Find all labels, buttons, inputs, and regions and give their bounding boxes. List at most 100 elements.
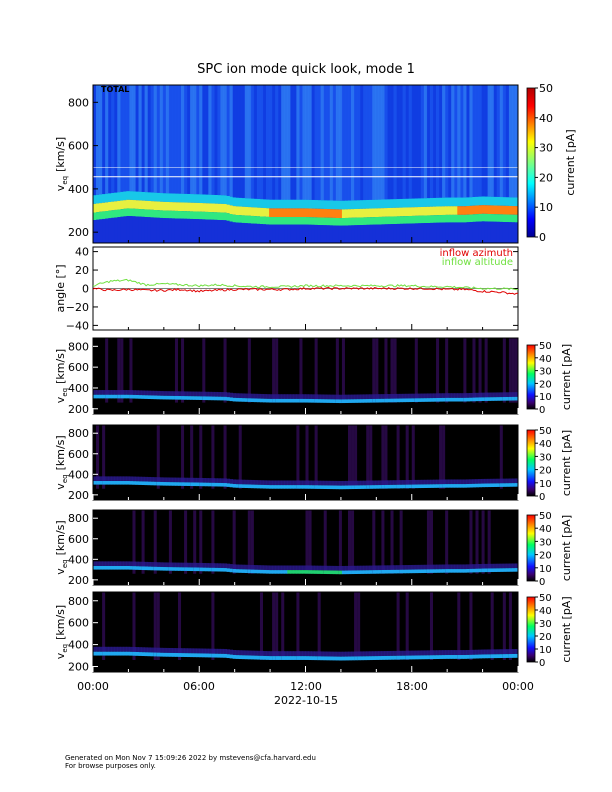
beam-core — [123, 651, 127, 656]
beam-halo — [263, 394, 267, 399]
beam-underside — [287, 224, 291, 243]
beam-core — [299, 656, 303, 660]
beam-core — [448, 397, 452, 402]
background-streak — [266, 85, 270, 200]
beam-core — [147, 395, 152, 399]
beam-core — [469, 483, 473, 488]
beam-core — [266, 485, 270, 489]
background-streak — [123, 85, 127, 192]
beam-halo — [144, 192, 149, 201]
background-streak — [317, 592, 321, 660]
beam-core — [162, 395, 167, 400]
beam-underside — [129, 216, 133, 243]
beam-lower — [451, 214, 455, 223]
background-streak — [299, 338, 303, 403]
beam-core — [466, 397, 470, 402]
background-streak — [514, 85, 519, 198]
beam-core — [457, 484, 461, 488]
beam-core — [384, 655, 388, 660]
beam-halo — [502, 649, 507, 655]
beam-halo — [481, 392, 486, 398]
beam-halo — [369, 199, 373, 209]
beam-lower — [272, 217, 276, 225]
beam-underside — [238, 222, 243, 243]
beam-core — [323, 656, 328, 661]
beam-halo — [117, 476, 121, 481]
background-streak — [484, 338, 488, 403]
beam-core — [244, 569, 249, 574]
beam-core — [442, 206, 446, 215]
background-streak — [181, 85, 185, 194]
beam-halo — [311, 651, 316, 657]
beam-halo — [348, 565, 352, 571]
beam-core — [141, 652, 146, 657]
beam-underside — [448, 222, 452, 243]
beam-halo — [308, 394, 312, 399]
beam-core — [144, 395, 149, 399]
beam-core — [484, 568, 489, 573]
beam-core — [281, 485, 285, 489]
beam-halo — [499, 478, 504, 484]
beam-core — [469, 568, 473, 573]
beam-core — [439, 206, 443, 216]
beam-halo — [108, 476, 112, 481]
beam-halo — [366, 651, 370, 657]
beam-halo — [302, 565, 306, 571]
beam-underside — [132, 216, 136, 243]
beam-core — [493, 483, 498, 487]
beam-core — [223, 204, 227, 213]
beam-halo — [387, 565, 391, 570]
background-streak — [138, 85, 142, 192]
beam-halo — [296, 480, 300, 486]
background-streak — [332, 85, 337, 201]
beam-halo — [165, 647, 170, 653]
beam-core — [190, 202, 194, 212]
beam-core — [511, 483, 516, 487]
beam-core — [354, 209, 358, 218]
background-streak — [299, 85, 303, 200]
beam-halo — [511, 197, 516, 207]
background-streak — [390, 338, 394, 403]
beam-core — [217, 653, 221, 658]
beam-core — [378, 398, 382, 403]
beam-core — [487, 483, 492, 488]
beam-halo — [317, 200, 322, 209]
y-axis-label-sub: eq — [61, 559, 69, 568]
beam-halo — [399, 565, 404, 570]
beam-halo — [117, 561, 121, 566]
beam-halo — [478, 392, 482, 398]
background-streak — [229, 85, 234, 197]
beam-halo — [329, 200, 334, 210]
y-axis-label-unit: [km/s] — [54, 349, 67, 384]
beam-underside — [433, 222, 437, 243]
beam-core — [451, 397, 455, 402]
beam-core — [184, 202, 188, 212]
beam-halo — [168, 477, 173, 483]
beam-halo — [102, 561, 106, 566]
beam-core — [442, 397, 446, 402]
beam-halo — [439, 479, 443, 485]
background-streak — [314, 85, 319, 201]
beam-core — [220, 567, 224, 572]
background-streak — [165, 85, 170, 194]
beam-core — [290, 485, 294, 489]
background-streak — [354, 592, 358, 660]
y-axis-label-v: v — [54, 568, 67, 575]
beam-halo — [105, 193, 109, 203]
beam-halo — [320, 651, 325, 657]
beam-halo — [390, 650, 394, 656]
beam-halo — [99, 561, 103, 566]
beam-core — [484, 205, 489, 214]
beam-halo — [439, 650, 443, 656]
beam-core — [420, 206, 425, 216]
beam-core — [284, 398, 288, 403]
beam-halo — [275, 565, 279, 571]
background-streak — [253, 85, 258, 199]
background-streak — [445, 85, 449, 198]
beam-core — [329, 656, 334, 661]
beam-core — [114, 394, 118, 399]
background-streak — [508, 85, 513, 198]
y-tick-label: 200 — [68, 489, 89, 502]
beam-underside — [351, 225, 355, 243]
beam-halo — [348, 651, 352, 657]
